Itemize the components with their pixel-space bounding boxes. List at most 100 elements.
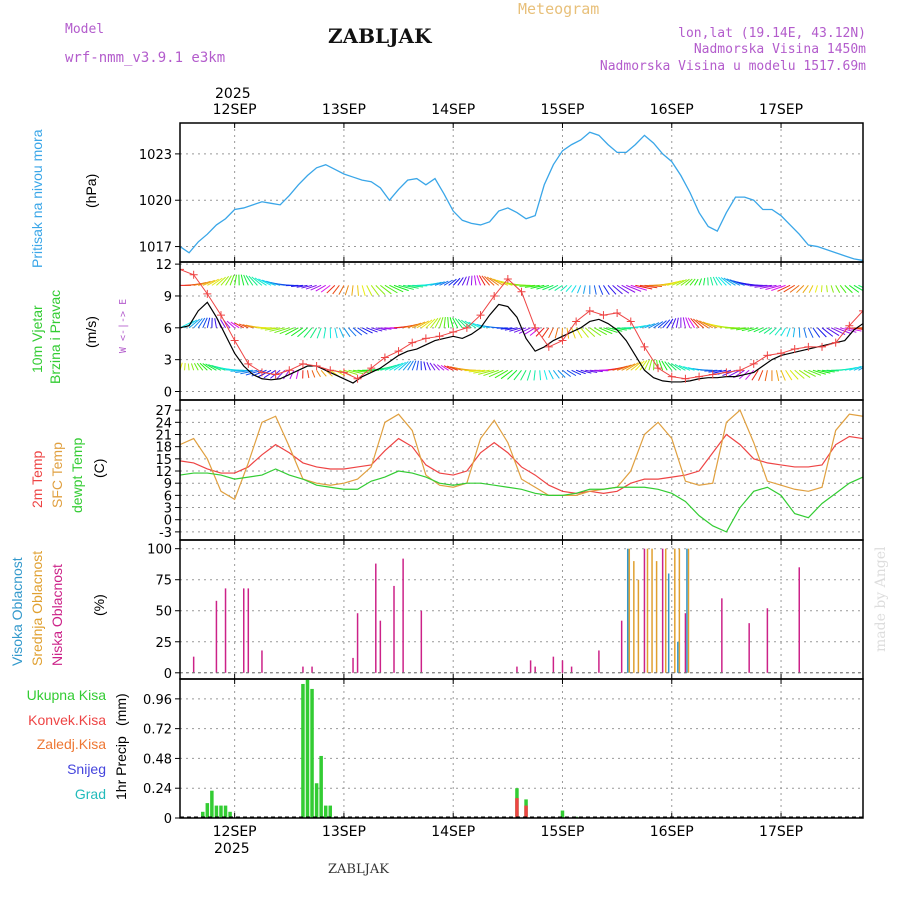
wind-arrow	[443, 365, 454, 371]
wind-arrow	[370, 285, 379, 296]
wind-arrow	[862, 369, 863, 371]
wind-arrow	[315, 284, 326, 292]
wind-arrow	[849, 284, 860, 293]
precip-bar-ukupna-kisa	[301, 683, 305, 818]
wind-arrow	[689, 278, 696, 286]
wind-arrow	[802, 285, 809, 294]
precip-legend-snow: Snijeg	[67, 761, 106, 777]
wind-arrow	[238, 323, 249, 329]
wind-arrow	[235, 369, 253, 374]
wind-arrow	[211, 277, 223, 286]
date-bottom-17SEP: 17SEP	[759, 824, 803, 840]
wind-arrow	[478, 369, 495, 375]
wind-arrow	[291, 284, 303, 287]
wind-arrow	[844, 284, 853, 294]
clouds-ytick-label: 75	[155, 574, 172, 589]
wind-ytick-label: 9	[164, 290, 172, 305]
wind-arrow	[758, 327, 768, 333]
pressure-line	[180, 131, 863, 262]
wind-arrow	[862, 285, 863, 286]
wind-arrow	[301, 284, 313, 289]
wind-arrow	[821, 369, 835, 373]
wind-arrow	[457, 318, 468, 329]
wind-arrow	[666, 318, 674, 329]
wind-arrow	[421, 319, 433, 329]
pressure-ytick-label: 1017	[139, 241, 172, 256]
wind-arrow	[500, 327, 513, 330]
wind-arrow	[653, 321, 664, 329]
wind-arrow	[775, 370, 780, 382]
wind-ytick-label: 0	[164, 386, 172, 401]
date-top-16SEP: 16SEP	[650, 102, 694, 118]
temperature-ytick-label: 6	[164, 489, 172, 504]
gust-marker	[859, 306, 863, 315]
wind-arrow	[862, 327, 863, 328]
wind-arrow	[789, 369, 799, 380]
wind-arrow	[202, 363, 213, 371]
gust-marker	[257, 368, 266, 377]
wind-arrow	[594, 327, 607, 336]
wind-arrow	[524, 284, 540, 288]
wind-arrow	[332, 285, 340, 295]
gust-marker	[244, 359, 253, 368]
wind-arrow	[635, 284, 653, 290]
cloud-unit: (%)	[91, 594, 107, 616]
wind-arrow	[807, 327, 814, 338]
wind-arrow	[245, 275, 254, 286]
wind-arrow	[749, 284, 768, 287]
clouds-ytick-label: 50	[155, 605, 172, 620]
pressure-label: Pritisak na nivou mora	[29, 129, 45, 268]
wind-arrow	[644, 323, 655, 329]
wind-arrow	[830, 285, 834, 293]
temperature-ytick-label: 15	[155, 453, 172, 468]
wind-arrow	[207, 278, 219, 286]
wind-arrow	[187, 363, 190, 371]
precipitation-data	[180, 679, 863, 818]
wind-arrow	[357, 327, 368, 335]
wind-arrow	[571, 369, 582, 376]
wind-arrow	[447, 317, 450, 328]
wind-arrow	[747, 327, 759, 332]
wind-arrow	[625, 362, 639, 371]
clouds-data	[180, 548, 863, 674]
wind-label-1: 10m Vjetar	[29, 305, 45, 373]
wind-arrow	[484, 275, 495, 286]
precip-bar-ukupna-kisa	[319, 755, 323, 818]
wind-arrow	[220, 319, 226, 329]
wind-arrow	[698, 278, 702, 286]
gust-marker	[271, 370, 280, 379]
wind-arrow	[704, 369, 718, 372]
wind-arrow	[184, 363, 186, 371]
wind-arrow	[416, 320, 430, 329]
wind-arrow	[702, 321, 718, 329]
wind-arrow	[616, 364, 632, 371]
wind-arrow	[751, 370, 759, 381]
wind-panel: 0 3 6 9 12	[155, 258, 864, 401]
wind-arrow	[208, 364, 222, 371]
wind-arrow	[407, 322, 422, 329]
wind-arrow	[291, 327, 304, 337]
wind-arrow	[338, 327, 345, 338]
wind-arrow	[687, 317, 695, 329]
wind-arrow	[295, 370, 299, 379]
wind-arrow	[518, 327, 531, 334]
wind-arrow	[789, 284, 800, 293]
pressure-frame	[179, 122, 864, 263]
wind-arrow	[472, 322, 486, 329]
wind-arrow	[726, 278, 741, 286]
coords: lon,lat (19.14E, 43.12N)	[678, 26, 866, 41]
wind-arrow	[520, 370, 527, 381]
temperature-data	[180, 409, 863, 533]
wind-arrow	[412, 321, 426, 329]
gust-marker	[230, 336, 239, 345]
wind-arrow	[703, 277, 706, 286]
precipitation-ytick-label: 0	[164, 812, 172, 827]
gust-marker	[503, 274, 512, 283]
date-top-14SEP: 14SEP	[431, 102, 475, 118]
pressure-ytick-label: 1023	[139, 148, 172, 163]
wind-arrow	[683, 366, 695, 371]
wind-arrow	[196, 362, 204, 371]
wind-arrow	[541, 327, 550, 338]
gust-marker	[654, 364, 663, 373]
temperature-ytick-label: 3	[164, 502, 172, 517]
